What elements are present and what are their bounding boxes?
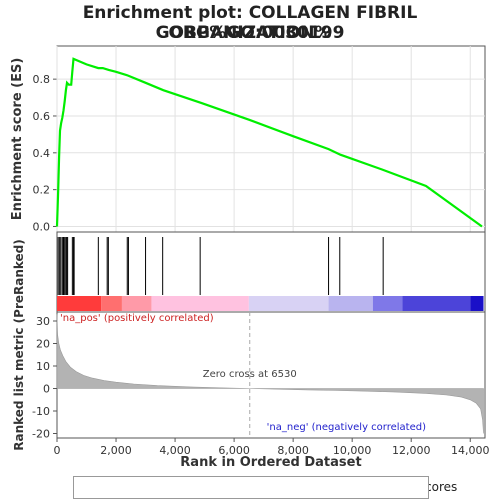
es-ytick-label: 0.0 [33,220,51,233]
rank-heatmap-segment [151,296,248,311]
pos-correlated-label: 'na_pos' (positively correlated) [60,313,214,324]
rank-heatmap-segment [329,296,373,311]
metric-ytick-label: 0 [43,383,50,396]
xtick-label: 2,000 [100,444,132,457]
es-ytick-label: 0.6 [33,110,51,123]
rank-heatmap-segment [402,296,470,311]
rank-heatmap-segment [122,296,152,311]
metric-xlabel: Rank in Ordered Dataset [180,455,361,470]
metric-ylabel: Ranked list metric (PreRanked) [12,239,26,451]
xtick-label: 12,000 [392,444,431,457]
rank-heatmap-segment [57,296,101,311]
rank-heatmap-segment [373,296,403,311]
legend [73,476,429,499]
metric-ytick-label: -10 [32,405,50,418]
es-ytick-label: 0.2 [33,184,51,197]
es-ytick-label: 0.8 [33,73,51,86]
rank-heatmap-segment [249,296,329,311]
xtick-label: 14,000 [451,444,490,457]
xtick-label: 0 [54,444,61,457]
metric-ytick-label: 20 [36,338,50,351]
es-ytick-label: 0.4 [33,147,51,160]
metric-ytick-label: -20 [32,428,50,441]
rank-heatmap-segment [470,296,483,311]
es-ylabel: Enrichment score (ES) [10,58,25,221]
rank-heatmap-segment [101,296,122,311]
zero-cross-label: Zero cross at 6530 [203,369,297,380]
metric-ytick-label: 30 [36,315,50,328]
neg-correlated-label: 'na_neg' (negatively correlated) [267,422,426,433]
metric-ytick-label: 10 [36,360,50,373]
